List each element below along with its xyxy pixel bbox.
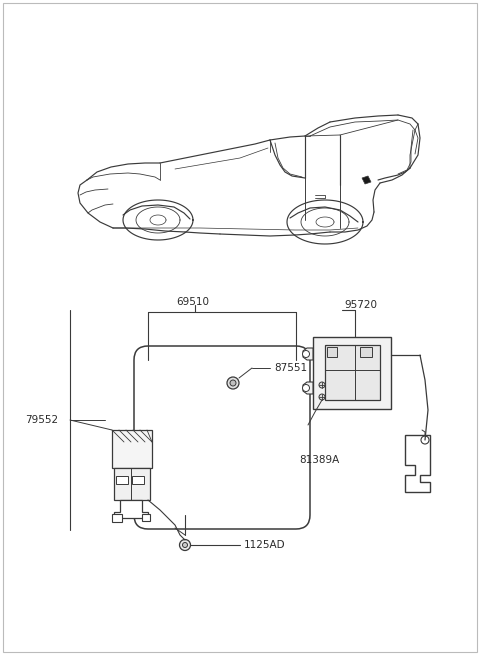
Polygon shape — [405, 435, 430, 492]
Circle shape — [182, 542, 188, 548]
Circle shape — [319, 394, 325, 400]
Circle shape — [230, 380, 236, 386]
Bar — [327, 347, 337, 357]
Text: 87551: 87551 — [274, 363, 307, 373]
Circle shape — [227, 377, 239, 389]
Circle shape — [302, 350, 310, 358]
Polygon shape — [114, 500, 148, 518]
Circle shape — [302, 384, 310, 392]
Circle shape — [319, 382, 325, 388]
Bar — [116, 476, 128, 484]
Bar — [114, 468, 150, 500]
Text: 79552: 79552 — [25, 415, 58, 425]
Text: 1125AD: 1125AD — [244, 540, 286, 550]
Polygon shape — [303, 348, 313, 360]
FancyBboxPatch shape — [134, 346, 310, 529]
Text: 81389A: 81389A — [299, 455, 339, 465]
Bar — [360, 347, 372, 357]
Text: 69510: 69510 — [177, 297, 209, 307]
Bar — [132, 476, 144, 484]
Circle shape — [180, 540, 191, 550]
Bar — [142, 514, 150, 521]
Bar — [112, 514, 122, 522]
Bar — [325, 345, 380, 400]
Bar — [313, 337, 391, 409]
Bar — [112, 430, 152, 468]
Circle shape — [421, 436, 429, 444]
Polygon shape — [362, 176, 371, 184]
Polygon shape — [303, 382, 313, 394]
Text: 95720: 95720 — [344, 300, 377, 310]
